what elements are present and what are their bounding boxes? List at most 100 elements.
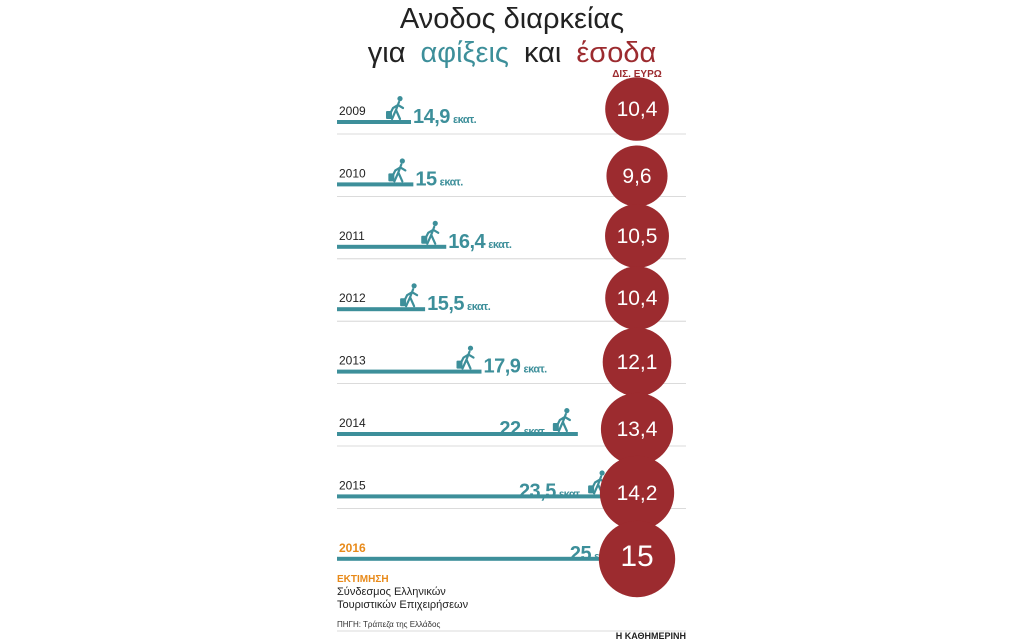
arrivals-bar xyxy=(337,369,482,374)
traveller-icon-body xyxy=(460,350,475,370)
arrivals-value: 22 xyxy=(499,418,521,440)
title-word-arrivals: αφίξεις xyxy=(421,37,509,69)
traveller-icon-body xyxy=(556,412,571,433)
chart-row: 2015 23,5 εκατ. 14,2 xyxy=(337,455,686,531)
arrivals-bar xyxy=(337,494,614,499)
chart-title-line2: για αφίξεις και έσοδα xyxy=(368,37,657,69)
arrivals-value: 17,9 xyxy=(484,356,521,378)
arrivals-value-label: 15 εκατ. xyxy=(415,168,463,190)
arrivals-unit: εκατ. xyxy=(524,426,548,438)
traveller-icon-head xyxy=(467,345,474,351)
traveller-icon-head xyxy=(564,408,570,414)
source-note: ΠΗΓΗ: Τράπεζα της Ελλάδος xyxy=(337,620,440,629)
arrivals-bar xyxy=(337,120,411,124)
estimate-label: ΕΚΤΙΜΗΣΗ xyxy=(337,574,389,585)
title-word-revenue: έσοδα xyxy=(576,37,656,69)
arrivals-value: 25 xyxy=(570,543,592,565)
traveller-icon-suitcase xyxy=(388,173,395,182)
traveller-icon-body xyxy=(404,288,419,308)
estimate-source-line2: Τουριστικών Επιχειρήσεων xyxy=(337,599,469,611)
revenue-bubble xyxy=(605,77,669,141)
arrivals-unit: εκατ. xyxy=(453,114,477,126)
year-label: 2009 xyxy=(339,104,366,118)
traveller-icon xyxy=(456,345,475,370)
revenue-value-label: 15 xyxy=(620,540,653,573)
arrivals-value: 23,5 xyxy=(519,480,556,502)
traveller-icon-head xyxy=(397,96,403,102)
traveller-icon-head xyxy=(411,283,417,289)
revenue-bubble xyxy=(605,204,669,268)
revenue-bubble xyxy=(606,145,668,207)
year-label: 2010 xyxy=(339,166,366,180)
arrivals-unit: εκατ. xyxy=(559,488,583,500)
revenue-value-label: 9,6 xyxy=(622,165,651,188)
arrivals-value: 14,9 xyxy=(413,106,450,128)
chart-row: 2009 14,9 εκατ. 10,4 xyxy=(337,77,686,141)
revenue-bubble xyxy=(602,327,672,397)
traveller-icon-body xyxy=(389,100,405,121)
year-label: 2014 xyxy=(339,416,366,430)
arrivals-bar xyxy=(337,556,649,561)
chart-title-line1: Ανοδος διαρκείας xyxy=(400,3,624,35)
chart-row: 2011 16,4 εκατ. 10,5 xyxy=(337,204,686,268)
arrivals-value: 16,4 xyxy=(448,231,486,253)
arrivals-unit: εκατ. xyxy=(440,176,464,188)
traveller-icon-head xyxy=(599,470,605,476)
arrivals-bar xyxy=(337,307,426,312)
arrivals-value-label: 15,5 εκατ. xyxy=(427,293,491,315)
revenue-value-label: 13,4 xyxy=(617,418,658,441)
traveller-icon-suitcase xyxy=(386,111,392,119)
traveller-icon-head xyxy=(432,220,438,226)
arrivals-bar xyxy=(337,244,447,249)
traveller-icon xyxy=(400,283,419,308)
revenue-bubble xyxy=(605,266,669,330)
arrivals-unit: εκατ. xyxy=(523,364,547,376)
arrivals-bar xyxy=(337,432,578,436)
year-label: 2013 xyxy=(339,354,366,368)
revenue-value-label: 12,1 xyxy=(617,351,658,374)
traveller-icon-suitcase xyxy=(400,298,407,307)
traveller-icon-suitcase xyxy=(588,485,595,494)
arrivals-unit: εκατ. xyxy=(467,301,491,313)
chart-row: 2012 15,5 εκατ. 10,4 xyxy=(337,266,686,330)
year-label: 2012 xyxy=(339,291,366,305)
arrivals-value-label: 14,9 εκατ. xyxy=(413,106,477,128)
year-label: 2016 xyxy=(339,541,366,555)
arrivals-value-label: 23,5 εκατ. xyxy=(519,480,583,502)
arrivals-unit: εκατ. xyxy=(488,239,512,251)
arrivals-bar xyxy=(337,182,414,187)
arrivals-value-label: 16,4 εκατ. xyxy=(448,231,512,253)
traveller-icon-suitcase xyxy=(552,423,559,431)
traveller-icon xyxy=(552,408,571,433)
revenue-bubble xyxy=(598,520,676,598)
revenue-value-label: 14,2 xyxy=(617,482,658,505)
chart-row: 2010 15 εκατ. 9,6 xyxy=(337,145,686,207)
traveller-icon-body xyxy=(392,163,407,183)
brand-label: Η ΚΑΘΗΜΕΡΙΝΗ xyxy=(616,631,686,639)
traveller-icon-suitcase xyxy=(456,360,463,369)
chart-row: 2013 17,9 εκατ. 12,1 xyxy=(337,327,686,397)
revenue-value-label: 10,5 xyxy=(617,225,658,248)
arrivals-value: 15 xyxy=(415,168,437,190)
revenue-value-label: 10,4 xyxy=(617,98,658,121)
revenue-value-label: 10,4 xyxy=(617,287,658,310)
traveller-icon xyxy=(388,158,407,183)
title-word-for: για xyxy=(368,37,406,69)
title-word-and: και xyxy=(524,37,561,69)
traveller-icon xyxy=(386,96,405,121)
revenue-bubble xyxy=(600,392,674,466)
arrivals-value: 15,5 xyxy=(427,293,464,315)
year-label: 2011 xyxy=(339,229,365,243)
traveller-icon xyxy=(421,220,440,245)
year-label: 2015 xyxy=(339,478,366,492)
chart-row: 2014 22 εκατ. 13,4 xyxy=(337,392,686,466)
traveller-icon-body xyxy=(425,225,440,245)
estimate-source-line1: Σύνδεσμος Ελληνικών xyxy=(337,586,446,598)
revenue-unit-label: ΔΙΣ. ΕΥΡΩ xyxy=(612,69,662,80)
traveller-icon-suitcase xyxy=(421,235,428,244)
chart-row: 201625εκατ.15 xyxy=(337,520,676,598)
traveller-icon-head xyxy=(399,158,405,164)
